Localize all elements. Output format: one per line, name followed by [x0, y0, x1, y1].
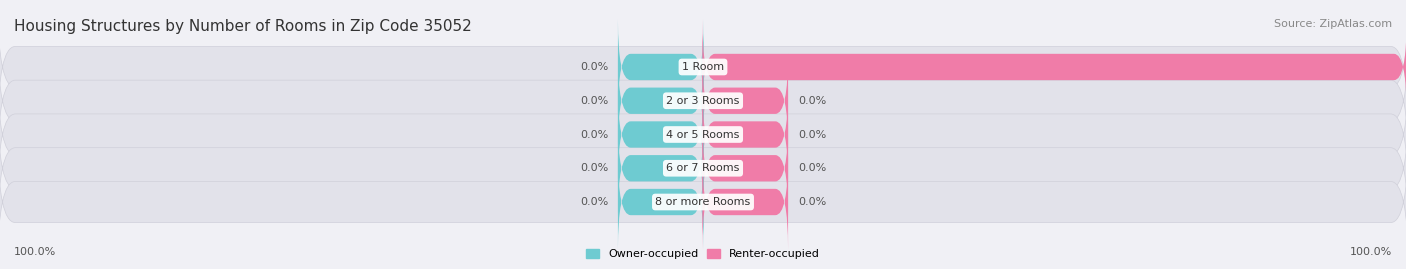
Text: 0.0%: 0.0% [579, 163, 609, 173]
Text: 0.0%: 0.0% [579, 62, 609, 72]
Text: 0.0%: 0.0% [579, 96, 609, 106]
FancyBboxPatch shape [703, 121, 787, 216]
Text: 6 or 7 Rooms: 6 or 7 Rooms [666, 163, 740, 173]
Text: 1 Room: 1 Room [682, 62, 724, 72]
FancyBboxPatch shape [619, 19, 704, 115]
Text: 0.0%: 0.0% [799, 163, 827, 173]
FancyBboxPatch shape [0, 3, 1406, 131]
Text: 2 or 3 Rooms: 2 or 3 Rooms [666, 96, 740, 106]
Text: 0.0%: 0.0% [799, 197, 827, 207]
Text: 100.0%: 100.0% [1350, 247, 1392, 257]
FancyBboxPatch shape [619, 121, 704, 216]
Text: 0.0%: 0.0% [799, 129, 827, 140]
FancyBboxPatch shape [619, 87, 704, 182]
Text: 8 or more Rooms: 8 or more Rooms [655, 197, 751, 207]
Text: 0.0%: 0.0% [579, 197, 609, 207]
Legend: Owner-occupied, Renter-occupied: Owner-occupied, Renter-occupied [581, 244, 825, 263]
FancyBboxPatch shape [0, 71, 1406, 198]
FancyBboxPatch shape [703, 87, 787, 182]
Text: Source: ZipAtlas.com: Source: ZipAtlas.com [1274, 19, 1392, 29]
FancyBboxPatch shape [0, 138, 1406, 266]
FancyBboxPatch shape [0, 104, 1406, 232]
FancyBboxPatch shape [619, 154, 704, 250]
FancyBboxPatch shape [703, 19, 1406, 115]
FancyBboxPatch shape [0, 37, 1406, 165]
Text: 4 or 5 Rooms: 4 or 5 Rooms [666, 129, 740, 140]
FancyBboxPatch shape [619, 53, 704, 148]
Text: 0.0%: 0.0% [579, 129, 609, 140]
Text: 0.0%: 0.0% [799, 96, 827, 106]
Text: Housing Structures by Number of Rooms in Zip Code 35052: Housing Structures by Number of Rooms in… [14, 19, 472, 34]
FancyBboxPatch shape [703, 53, 787, 148]
Text: 100.0%: 100.0% [14, 247, 56, 257]
FancyBboxPatch shape [703, 154, 787, 250]
